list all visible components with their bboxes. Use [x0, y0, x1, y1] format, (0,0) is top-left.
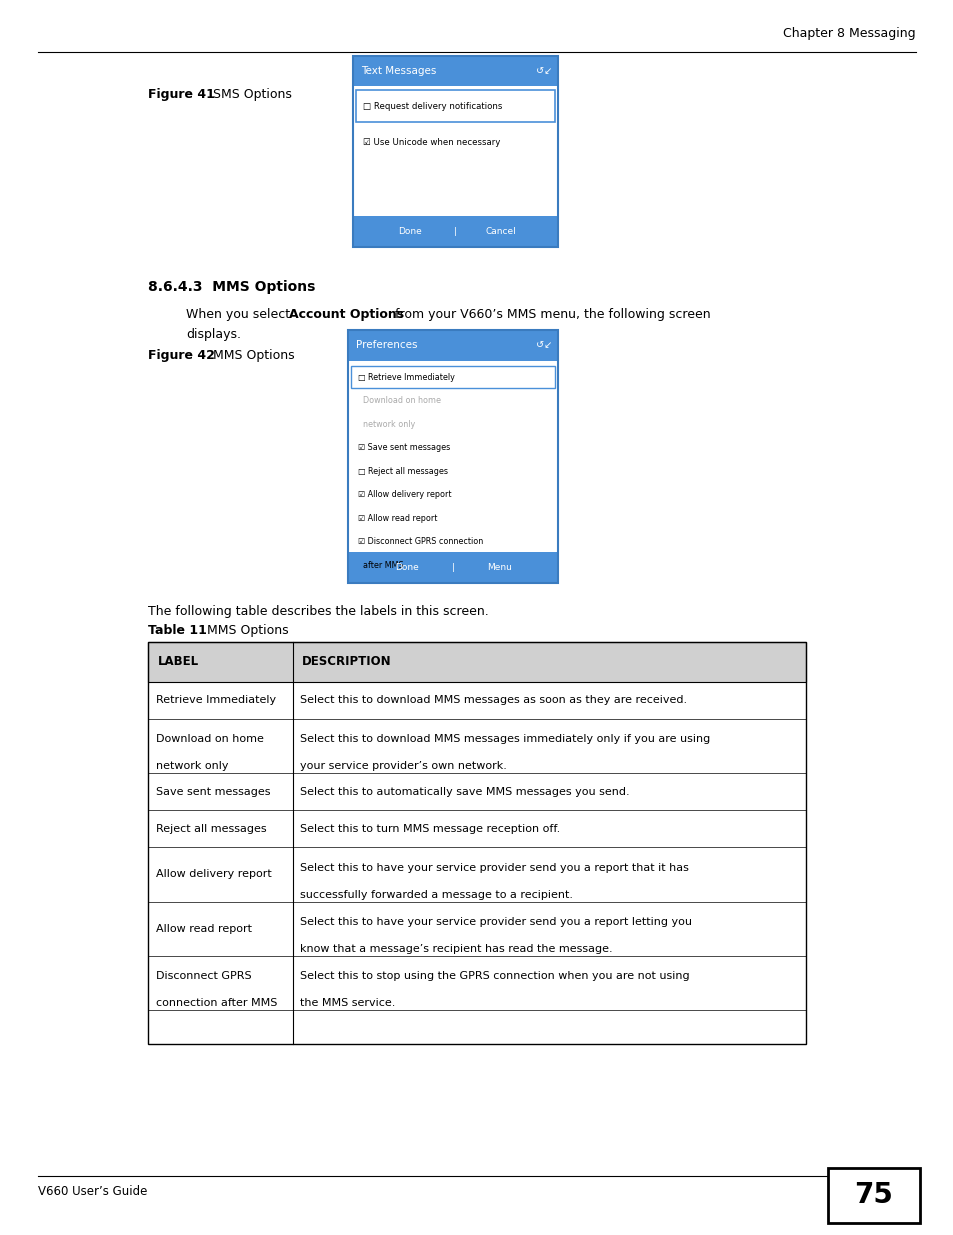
Bar: [148, 810, 805, 847]
Text: your service provider’s own network.: your service provider’s own network.: [300, 761, 507, 772]
Text: DESCRIPTION: DESCRIPTION: [302, 656, 392, 668]
Text: displays.: displays.: [186, 327, 241, 341]
Text: □ Retrieve Immediately: □ Retrieve Immediately: [357, 373, 455, 382]
Text: Menu: Menu: [486, 563, 511, 572]
Text: Chapter 8 Messaging: Chapter 8 Messaging: [782, 26, 915, 40]
FancyBboxPatch shape: [355, 90, 555, 122]
Text: V660 User’s Guide: V660 User’s Guide: [38, 1184, 148, 1198]
Text: Figure 42: Figure 42: [148, 348, 214, 362]
Text: Select this to download MMS messages as soon as they are received.: Select this to download MMS messages as …: [300, 695, 687, 705]
Text: Allow read report: Allow read report: [155, 924, 252, 934]
Text: Retrieve Immediately: Retrieve Immediately: [155, 695, 275, 705]
Bar: [148, 642, 805, 1044]
Bar: [148, 902, 805, 956]
Bar: [353, 216, 558, 247]
Text: Figure 41: Figure 41: [148, 88, 214, 101]
FancyBboxPatch shape: [351, 366, 555, 388]
Text: 75: 75: [854, 1182, 892, 1209]
Text: Select this to have your service provider send you a report that it has: Select this to have your service provide…: [300, 862, 688, 873]
Text: successfully forwarded a message to a recipient.: successfully forwarded a message to a re…: [300, 889, 573, 900]
Bar: [148, 847, 805, 902]
Text: The following table describes the labels in this screen.: The following table describes the labels…: [148, 604, 488, 618]
Text: LABEL: LABEL: [157, 656, 198, 668]
FancyBboxPatch shape: [353, 56, 558, 86]
Text: ☑ Allow delivery report: ☑ Allow delivery report: [357, 490, 451, 499]
Bar: [148, 682, 805, 719]
Bar: [348, 552, 558, 583]
Bar: [148, 719, 805, 773]
Text: ☑ Disconnect GPRS connection: ☑ Disconnect GPRS connection: [357, 537, 482, 546]
Text: Select this to have your service provider send you a report letting you: Select this to have your service provide…: [300, 916, 692, 927]
Text: MMS Options: MMS Options: [213, 348, 294, 362]
Bar: [148, 773, 805, 810]
Text: network only: network only: [155, 761, 228, 772]
Text: Table 11: Table 11: [148, 624, 207, 637]
Text: know that a message’s recipient has read the message.: know that a message’s recipient has read…: [300, 944, 612, 955]
Text: Preferences: Preferences: [355, 340, 416, 351]
Text: ☑ Allow read report: ☑ Allow read report: [357, 514, 436, 522]
Bar: [148, 956, 805, 1010]
Text: ☑ Save sent messages: ☑ Save sent messages: [357, 443, 450, 452]
Text: the MMS service.: the MMS service.: [300, 998, 395, 1009]
Bar: [148, 642, 805, 682]
Text: |: |: [454, 227, 456, 236]
Text: ☑ Use Unicode when necessary: ☑ Use Unicode when necessary: [362, 137, 499, 147]
Bar: [353, 86, 558, 216]
Text: network only: network only: [357, 420, 415, 429]
Bar: [348, 361, 558, 552]
Text: Disconnect GPRS: Disconnect GPRS: [155, 971, 251, 982]
Text: Cancel: Cancel: [485, 227, 516, 236]
Text: ↺↙: ↺↙: [536, 340, 552, 351]
Text: Select this to stop using the GPRS connection when you are not using: Select this to stop using the GPRS conne…: [300, 971, 689, 982]
Text: ↺↙: ↺↙: [536, 65, 552, 77]
Text: Select this to download MMS messages immediately only if you are using: Select this to download MMS messages imm…: [300, 734, 710, 745]
Text: □ Reject all messages: □ Reject all messages: [357, 467, 447, 475]
Text: after MMS: after MMS: [357, 561, 403, 569]
Text: Select this to turn MMS message reception off.: Select this to turn MMS message receptio…: [300, 824, 560, 834]
Text: MMS Options: MMS Options: [207, 624, 289, 637]
Text: Download on home: Download on home: [155, 734, 263, 745]
Text: Done: Done: [398, 227, 422, 236]
Text: Allow delivery report: Allow delivery report: [155, 869, 271, 879]
Text: Download on home: Download on home: [357, 396, 440, 405]
Text: Select this to automatically save MMS messages you send.: Select this to automatically save MMS me…: [300, 787, 629, 797]
Text: from your V660’s MMS menu, the following screen: from your V660’s MMS menu, the following…: [391, 308, 710, 321]
Text: 8.6.4.3  MMS Options: 8.6.4.3 MMS Options: [148, 280, 314, 294]
Text: connection after MMS: connection after MMS: [155, 998, 276, 1009]
Text: Save sent messages: Save sent messages: [155, 787, 270, 797]
Text: Text Messages: Text Messages: [360, 65, 436, 77]
Bar: [348, 330, 558, 361]
Text: Done: Done: [395, 563, 418, 572]
Bar: [827, 1168, 919, 1223]
Text: Reject all messages: Reject all messages: [155, 824, 266, 834]
Text: SMS Options: SMS Options: [213, 88, 292, 101]
Text: When you select: When you select: [186, 308, 294, 321]
Text: □ Request delivery notifications: □ Request delivery notifications: [362, 101, 501, 111]
Text: Account Options: Account Options: [289, 308, 404, 321]
Text: |: |: [451, 563, 455, 572]
